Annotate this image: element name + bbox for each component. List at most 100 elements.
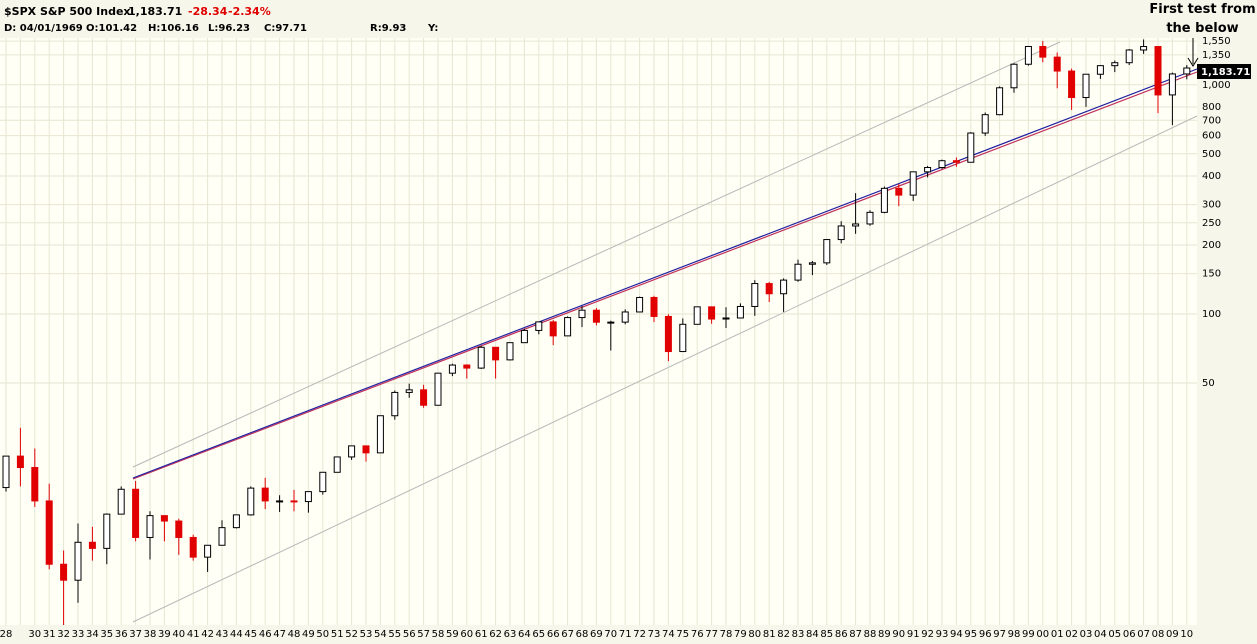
date: D: 04/01/1969 [4,23,83,34]
candle-body [434,372,442,406]
candle-body [16,455,24,469]
x-tick-label: 39 [158,629,171,640]
x-tick-label: 51 [331,629,344,640]
candle-body [276,500,284,503]
x-tick-label: 36 [115,629,128,640]
candle-body [693,306,701,325]
y-tick-label: 700 [1202,115,1221,126]
y-tick-label: 250 [1202,218,1221,229]
x-tick-label: 97 [993,629,1006,640]
x-tick-label: 48 [288,629,301,640]
y-tick-label: 300 [1202,200,1221,211]
x-tick-label: 04 [1094,629,1107,640]
x-tick-label: 66 [547,629,560,640]
y-tick-label: 1,550 [1202,36,1231,47]
symbol-title: $SPX S&P 500 Index [4,5,131,18]
candle-body [1053,56,1061,72]
candle-body [535,321,543,331]
candle-body [492,346,500,361]
candle-body [391,391,399,417]
trend-line-red [132,71,1198,480]
candle-body [31,467,39,502]
x-tick-label: 10 [1180,629,1193,640]
y-tick-label: 500 [1202,149,1221,160]
high: H:106.16 [148,23,199,34]
x-tick-label: 41 [187,629,200,640]
x-tick-label: 86 [835,629,848,640]
x-tick-label: 71 [619,629,632,640]
candle-body [333,456,341,473]
x-tick-label: 40 [172,629,185,640]
x-tick-label: 65 [532,629,545,640]
y-tick-label: 200 [1202,240,1221,251]
annotation-box: First test from the below [1149,2,1255,36]
x-tick-label: 85 [820,629,833,640]
y-tick-label: 150 [1202,269,1221,280]
x-tick-label: 52 [345,629,358,640]
candle-body [895,187,903,196]
candle-body [751,283,759,307]
y-tick-label: 800 [1202,102,1221,113]
candle-body [664,315,672,353]
candle-body [866,211,874,225]
x-tick-label: 92 [921,629,934,640]
x-tick-label: 84 [806,629,819,640]
candle-body [780,279,788,295]
x-tick-label: 03 [1080,629,1093,640]
x-tick-label: 80 [748,629,761,640]
candle-body [117,488,125,515]
x-tick-label: 01 [1051,629,1064,640]
candle-body [592,309,600,323]
x-tick-label: 89 [878,629,891,640]
x-tick-label: 77 [705,629,718,640]
x-tick-label: 90 [892,629,905,640]
candle-body [837,225,845,241]
candle-body [448,364,456,374]
x-tick-label: 34 [86,629,99,640]
x-tick-label: 47 [273,629,286,640]
x-tick-label: 98 [1008,629,1021,640]
candle-body [578,309,586,319]
x-tick-label: 72 [633,629,646,640]
candle-body [1082,73,1090,99]
x-tick-label: 53 [360,629,373,640]
y-tick-label: 400 [1202,171,1221,182]
candle-body [1154,46,1162,96]
candle-body [348,445,356,458]
candle-body [952,160,960,163]
x-tick-label: 55 [388,629,401,640]
x-tick-label: 63 [504,629,517,640]
candle-body [290,500,298,503]
x-tick-label: 00 [1036,629,1049,640]
x-tick-label: 32 [57,629,70,640]
low: L:96.23 [208,23,250,34]
candle-body [232,514,240,529]
x-tick-label: 95 [964,629,977,640]
candle-body [1068,70,1076,99]
candle-body [189,536,197,558]
x-tick-label: 81 [763,629,776,640]
candle-body [405,389,413,393]
trend-line-blue [132,68,1198,479]
candle-body [564,317,572,337]
y-tick-label: 50 [1202,378,1215,389]
candle-body [463,364,471,369]
x-tick-label: 82 [777,629,790,640]
y-tick-label: 1,000 [1202,80,1231,91]
candle-body [880,187,888,213]
candle-body [1125,49,1133,64]
x-tick-label: 59 [446,629,459,640]
candle-body [261,487,269,502]
candle-body [736,305,744,319]
candle-body [808,262,816,265]
x-tick-label: 56 [403,629,416,640]
x-tick-label: 67 [561,629,574,640]
candle-body [362,445,370,454]
x-tick-label: 64 [518,629,531,640]
change: -28.34 [188,5,228,18]
candle-body [376,415,384,454]
candle-body [794,263,802,281]
y-tick-label: 600 [1202,131,1221,142]
x-tick-label: 42 [201,629,214,640]
